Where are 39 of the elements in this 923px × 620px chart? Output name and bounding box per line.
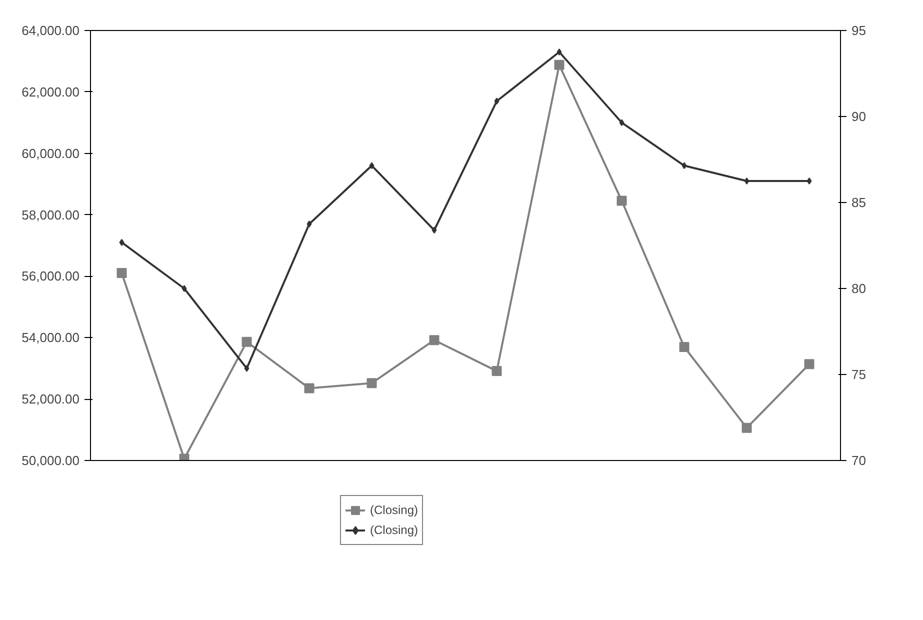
point — [742, 422, 752, 433]
y-tick-label: 50,000.00 — [22, 453, 80, 468]
point — [366, 378, 377, 388]
point — [744, 178, 750, 184]
y-tick-label: 62,000.00 — [22, 84, 80, 100]
y-tick-label: 56,000.00 — [22, 268, 80, 284]
point — [369, 162, 374, 170]
point — [682, 162, 687, 170]
y-tick-label: 64,000.00 — [22, 23, 80, 38]
point — [616, 196, 627, 206]
point — [304, 383, 314, 394]
point — [119, 238, 124, 246]
point — [116, 268, 127, 278]
legend-label: (Closing) — [370, 523, 418, 537]
point — [182, 285, 187, 292]
y2-tick-label: 70 — [852, 453, 866, 468]
point — [806, 178, 812, 184]
y-tick-label: 54,000.00 — [22, 330, 80, 346]
point — [804, 359, 814, 370]
y-tick-label: 58,000.00 — [22, 207, 80, 222]
point — [432, 226, 437, 234]
y-tick-label: 52,000.00 — [22, 392, 80, 407]
point — [429, 335, 440, 346]
y2-tick-label: 85 — [852, 195, 866, 210]
point — [556, 48, 562, 56]
point — [554, 60, 564, 70]
y-tick-label: 60,000.00 — [22, 146, 80, 161]
point — [244, 364, 250, 372]
point — [679, 342, 690, 352]
point — [494, 98, 500, 105]
y2-tick-label: 80 — [852, 281, 866, 296]
point — [492, 366, 502, 376]
legend-label: (Closing) — [370, 503, 418, 517]
point — [306, 220, 312, 228]
y2-tick-label: 90 — [852, 109, 866, 124]
point — [242, 336, 252, 347]
point — [619, 119, 624, 126]
y2-tick-label: 95 — [852, 23, 866, 38]
y2-tick-label: 75 — [852, 367, 866, 382]
